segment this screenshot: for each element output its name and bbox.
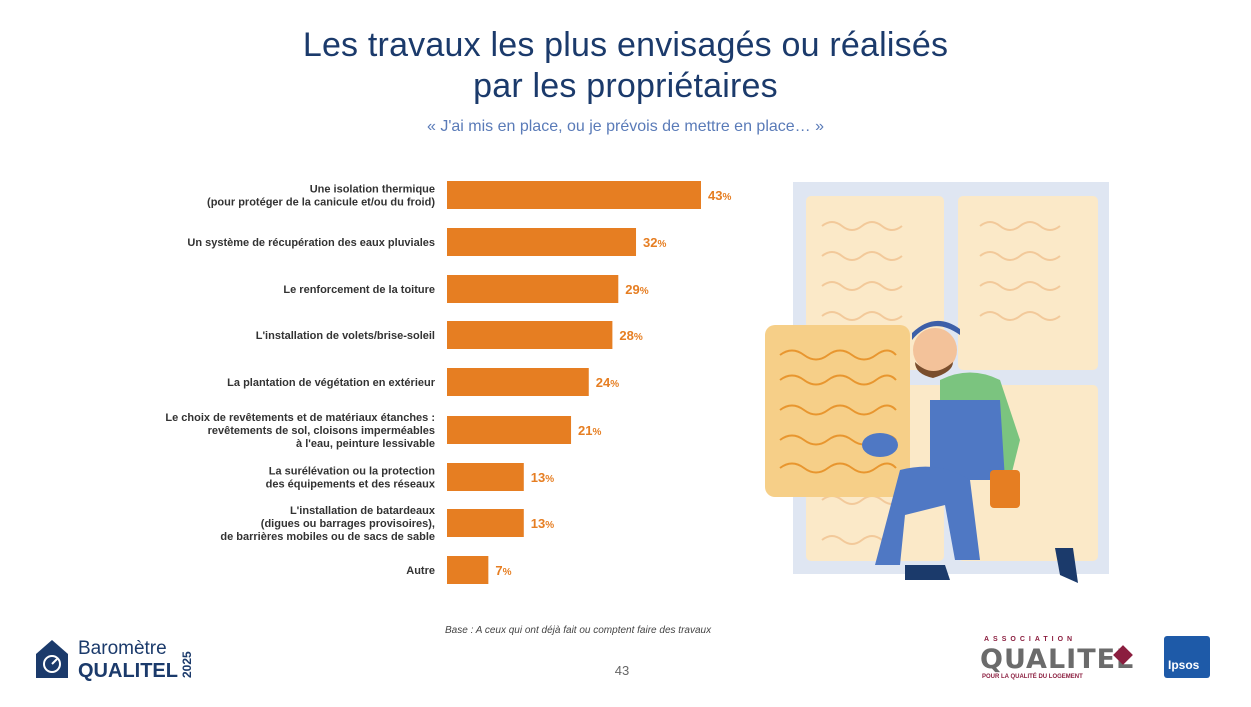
page-number: 43 bbox=[614, 663, 630, 678]
category-label: Autre bbox=[406, 565, 435, 577]
barometre-qualitel-label: QUALITEL bbox=[78, 660, 178, 682]
barometre-label: Baromètre bbox=[78, 638, 167, 659]
category-label: La surélévation ou la protection des équi… bbox=[266, 466, 436, 491]
category-label: Une isolation thermique (pour protéger de… bbox=[207, 184, 435, 209]
value-label: 24% bbox=[596, 375, 619, 390]
value-label: 43% bbox=[708, 188, 731, 203]
ipsos-label: Ipsos bbox=[1168, 658, 1200, 672]
worker-head bbox=[913, 328, 957, 372]
bar bbox=[447, 416, 572, 444]
bar bbox=[447, 463, 524, 491]
value-label: 21% bbox=[578, 423, 601, 438]
page-title-line2: par les propriétaires bbox=[473, 67, 778, 105]
worker-overalls bbox=[930, 400, 1005, 480]
worker-legs bbox=[875, 466, 980, 565]
category-label: L'installation de batardeaux (digues ou b… bbox=[220, 505, 435, 543]
bar bbox=[447, 228, 637, 256]
category-label: Le renforcement de la toiture bbox=[283, 284, 435, 296]
value-label: 13% bbox=[531, 516, 554, 531]
category-label: L'installation de volets/brise-soleil bbox=[256, 330, 435, 342]
category-label: Un système de récupération des eaux pluv… bbox=[187, 237, 435, 249]
association-qualitel-logo: ASSOCIATION QUALITEL POUR LA QUALITÉ DU … bbox=[978, 636, 1138, 684]
bar bbox=[447, 275, 619, 303]
bar bbox=[447, 556, 489, 584]
bar bbox=[447, 321, 613, 349]
worker-glove bbox=[862, 433, 898, 457]
worker-shoe bbox=[905, 565, 950, 580]
category-label: Le choix de revêtements et de matériaux … bbox=[165, 412, 435, 450]
bar bbox=[447, 181, 701, 209]
diamond-icon bbox=[1113, 645, 1133, 665]
association-label: ASSOCIATION bbox=[984, 636, 1077, 643]
bar bbox=[447, 368, 589, 396]
bar bbox=[447, 509, 524, 537]
page-subtitle: « J'ai mis en place, ou je prévois de me… bbox=[426, 118, 825, 135]
value-label: 29% bbox=[625, 282, 648, 297]
tool-belt-pouch bbox=[990, 470, 1020, 508]
barometre-qualitel-logo: Baromètre QUALITEL 2025 bbox=[32, 636, 202, 686]
qualitel-tagline: POUR LA QUALITÉ DU LOGEMENT bbox=[982, 674, 1083, 680]
value-label: 28% bbox=[619, 328, 642, 343]
worker-shoe bbox=[1055, 548, 1078, 583]
house-gauge-icon bbox=[36, 640, 68, 678]
ipsos-logo: Ipsos bbox=[1164, 636, 1210, 678]
page-title-line1: Les travaux les plus envisagés ou réalis… bbox=[302, 26, 949, 64]
worker-beard bbox=[915, 362, 953, 378]
value-label: 13% bbox=[531, 470, 554, 485]
value-label: 32% bbox=[643, 235, 666, 250]
barometre-year: 2025 bbox=[180, 651, 194, 678]
qualitel-name: QUALITEL bbox=[980, 644, 1135, 675]
base-note: Base : A ceux qui ont déjà fait ou compt… bbox=[445, 625, 712, 636]
category-label: La plantation de végétation en extérieur bbox=[227, 377, 436, 389]
worker-cap bbox=[912, 320, 960, 340]
worker-illustration bbox=[765, 182, 1109, 583]
value-label: 7% bbox=[495, 563, 511, 578]
bars-group: 43% Une isolation thermique (pour protéger… bbox=[165, 181, 731, 584]
